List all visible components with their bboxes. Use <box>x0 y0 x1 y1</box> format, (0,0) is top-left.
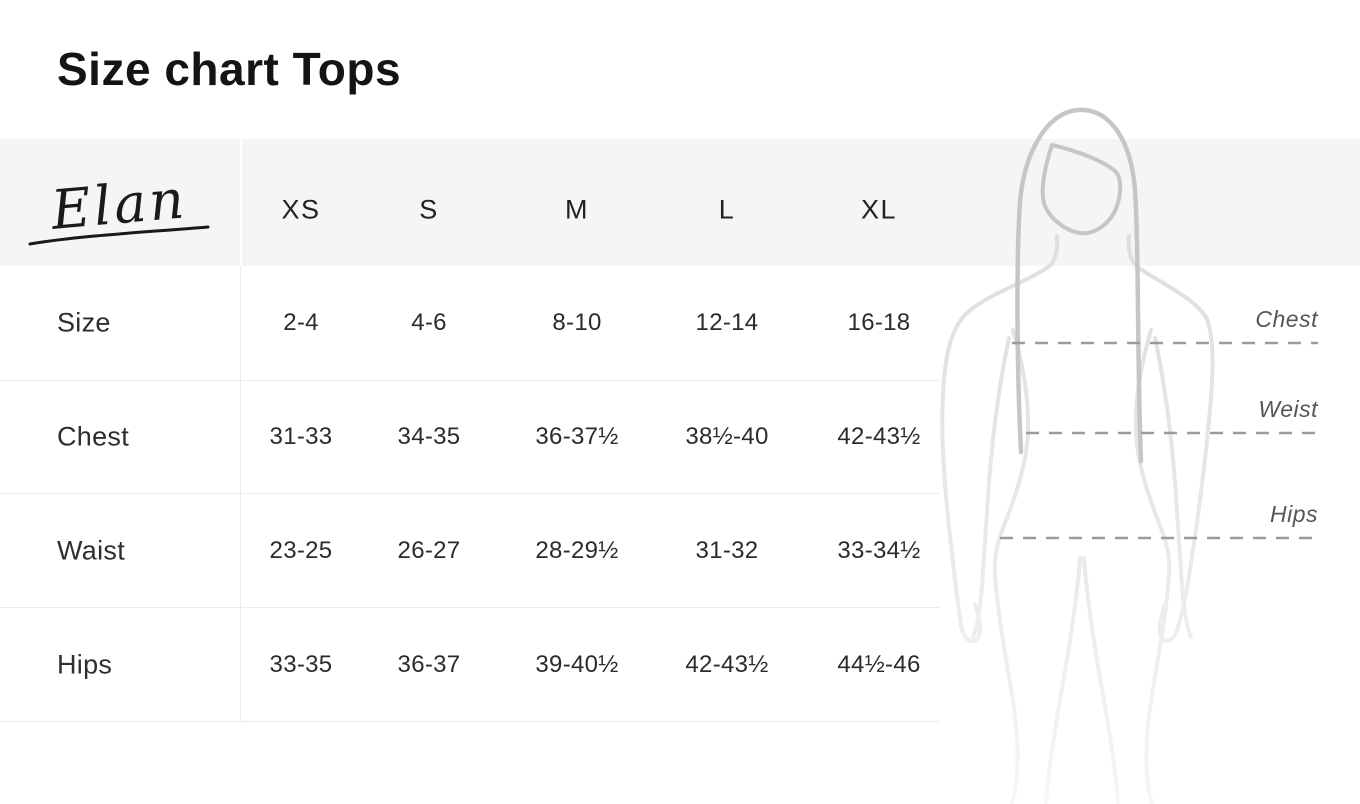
right-torso-leg-outline <box>1133 328 1172 804</box>
table-header-row: Elan XS S M L XL <box>0 139 940 266</box>
right-inner-arm-line <box>1153 336 1193 639</box>
waist-value-l: 31-32 <box>695 536 759 564</box>
left-inner-arm-line <box>971 336 1011 639</box>
row-label-waist: Waist <box>57 535 125 565</box>
measurement-lines <box>1000 341 1318 540</box>
right-arm-outline <box>1126 234 1215 643</box>
table-row-waist: Waist 23-25 26-27 28-29½ 31-32 33-34½ <box>0 494 940 608</box>
hair-outline <box>1015 107 1144 464</box>
column-header-xl: XL <box>860 194 898 224</box>
row-label-size: Size <box>57 307 111 338</box>
waist-value-xl: 33-34½ <box>837 536 921 564</box>
hips-measure-label: Hips <box>1269 501 1318 527</box>
logo-column-divider-header <box>240 139 242 266</box>
hips-value-s: 36-37 <box>397 650 461 678</box>
left-inner-leg-line <box>1044 556 1082 804</box>
size-value-xs: 2-4 <box>283 309 319 336</box>
size-value-l: 12-14 <box>695 309 759 336</box>
waist-value-s: 26-27 <box>397 536 461 564</box>
column-header-xs: XS <box>281 194 321 224</box>
hips-value-xs: 33-35 <box>269 650 333 678</box>
chest-measure-label: Chest <box>1255 306 1318 332</box>
brand-logo-signature: Elan <box>28 167 210 246</box>
right-inner-leg-line <box>1082 556 1120 804</box>
size-value-s: 4-6 <box>411 309 447 336</box>
size-table: Elan XS S M L XL Size 2-4 4-6 8-10 12-14… <box>0 139 940 722</box>
chest-value-xl: 42-43½ <box>837 423 921 450</box>
waist-value-m: 28-29½ <box>535 536 619 564</box>
size-value-m: 8-10 <box>552 309 602 336</box>
column-header-s: S <box>419 194 439 224</box>
chest-value-l: 38½-40 <box>685 423 769 450</box>
size-value-xl: 16-18 <box>847 309 911 336</box>
face-outline <box>1040 143 1123 236</box>
left-arm-outline <box>940 234 1060 644</box>
table-row-chest: Chest 31-33 34-35 36-37½ 38½-40 42-43½ <box>0 381 940 494</box>
chest-value-xs: 31-33 <box>269 423 333 450</box>
hips-value-l: 42-43½ <box>685 650 769 678</box>
logo-column-divider-body <box>240 266 241 722</box>
table-row-hips: Hips 33-35 36-37 39-40½ 42-43½ 44½-46 <box>0 608 940 722</box>
row-label-hips: Hips <box>57 649 113 679</box>
column-header-l: L <box>718 194 736 224</box>
waist-value-xs: 23-25 <box>269 536 333 564</box>
chest-value-m: 36-37½ <box>535 423 619 450</box>
column-header-m: M <box>565 194 589 224</box>
chest-value-s: 34-35 <box>397 423 461 450</box>
hips-value-m: 39-40½ <box>535 650 619 678</box>
row-label-chest: Chest <box>57 421 130 452</box>
waist-measure-label: Weist <box>1258 396 1318 422</box>
left-torso-leg-outline <box>992 328 1031 804</box>
table-row-size: Size 2-4 4-6 8-10 12-14 16-18 <box>0 266 940 381</box>
page-title: Size chart Tops <box>57 43 402 95</box>
body-outline <box>940 234 1215 804</box>
hips-value-xl: 44½-46 <box>837 650 921 678</box>
female-body-illustration <box>940 107 1318 804</box>
head-outline <box>1015 107 1144 464</box>
brand-logo-underline <box>28 225 210 246</box>
brand-logo: Elan <box>0 145 240 266</box>
